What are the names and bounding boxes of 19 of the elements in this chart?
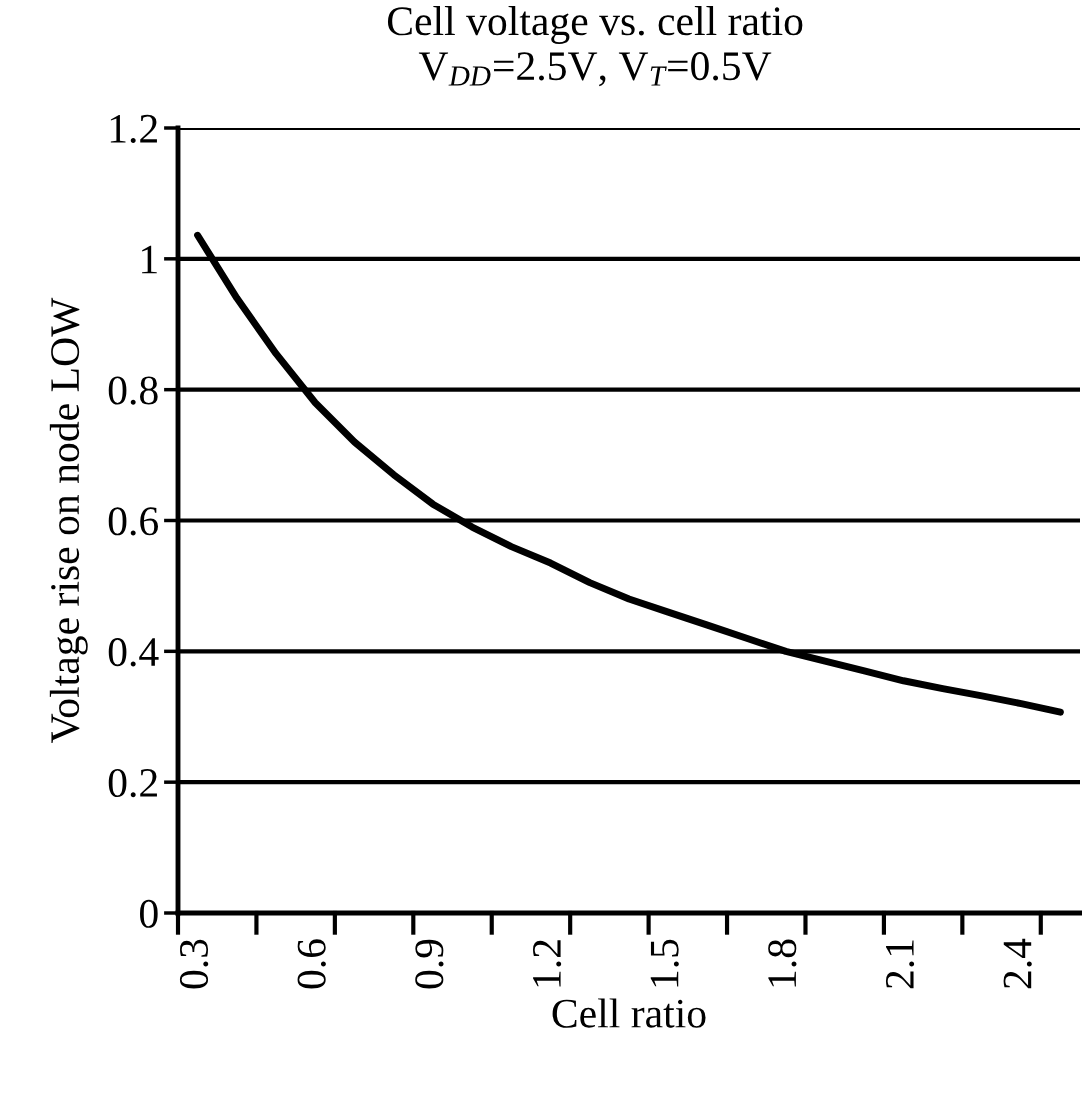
y-tick-label: 1.2: [110, 114, 157, 144]
x-tick-label: 1.2: [532, 940, 562, 987]
y-axis-title: Voltage rise on node LOW: [49, 297, 88, 743]
y-tick-label: 0.2: [108, 768, 157, 798]
x-tick-label: 0.6: [297, 939, 326, 989]
chart-subtitle: V$_{DD}$=2.5V, V$_{T}$=0.5V: [418, 52, 772, 87]
x-axis-title: Cell ratio: [552, 998, 706, 1028]
chart-title: Cell voltage vs. cell ratio: [387, 6, 803, 44]
x-tick-label: 2.1: [885, 940, 915, 989]
y-tick-label: 0.4: [108, 638, 159, 667]
x-tick-label: 0.9: [415, 939, 444, 989]
x-tick-label: 1.5: [650, 939, 679, 987]
y-tick-label: 0.6: [108, 507, 159, 536]
x-tick-label: 0.3: [179, 939, 209, 989]
y-tick-label: 0: [140, 899, 158, 928]
y-tick-label: 1: [142, 245, 157, 274]
x-tick-label: 1.8: [768, 939, 797, 987]
y-tick-label: 0.8: [108, 376, 158, 405]
x-tick-label: 2.4: [1003, 938, 1032, 989]
